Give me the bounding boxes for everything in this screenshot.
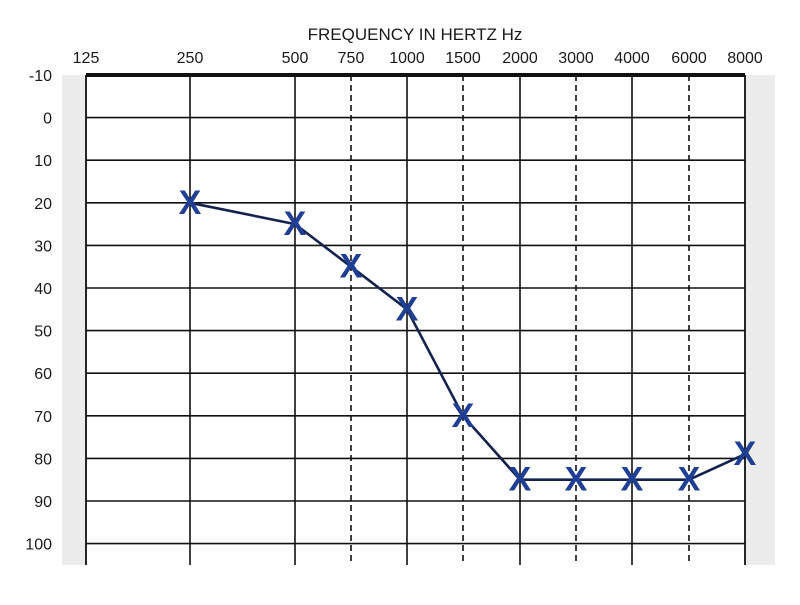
data-point-x-marker: X: [452, 397, 475, 435]
series-line: [189, 201, 746, 482]
y-tick-50: 50: [34, 324, 52, 341]
x-tick-1500: 1500: [445, 50, 481, 67]
y-tick-20: 20: [34, 196, 52, 213]
data-point-x-marker: X: [284, 205, 307, 243]
y-tick-30: 30: [34, 238, 52, 255]
data-point-x-marker: X: [734, 435, 757, 473]
x-tick-8000: 8000: [727, 50, 763, 67]
y-tick-10: 10: [34, 153, 52, 170]
x-tick-250: 250: [177, 50, 204, 67]
y-tick-labels: -10 0 10 20 30 40 50 60 70 80 90 100: [25, 68, 52, 554]
x-tick-1000: 1000: [389, 50, 425, 67]
grid-lines: [85, 73, 746, 565]
right-band: [745, 75, 775, 565]
y-tick-100: 100: [25, 537, 52, 554]
side-bands: [62, 75, 775, 565]
y-tick-0: 0: [43, 111, 52, 128]
data-point-x-marker: X: [678, 461, 701, 499]
x-tick-125: 125: [73, 50, 100, 67]
data-point-x-marker: X: [340, 248, 363, 286]
y-tick-70: 70: [34, 409, 52, 426]
x-tick-2000: 2000: [502, 50, 538, 67]
x-tick-6000: 6000: [671, 50, 707, 67]
x-tick-500: 500: [282, 50, 309, 67]
y-tick-80: 80: [34, 451, 52, 468]
x-tick-4000: 4000: [614, 50, 650, 67]
left-band: [62, 75, 86, 565]
x-tick-750: 750: [338, 50, 365, 67]
data-point-x-marker: X: [621, 461, 644, 499]
y-tick-60: 60: [34, 366, 52, 383]
y-tick-40: 40: [34, 281, 52, 298]
data-point-x-marker: X: [509, 461, 532, 499]
data-point-x-marker: X: [179, 184, 202, 222]
x-axis-label: FREQUENCY IN HERTZ Hz: [308, 25, 523, 44]
y-tick--10: -10: [29, 68, 52, 85]
x-tick-labels: 125 250 500 750 1000 1500 2000 3000 4000 6000 8000: [73, 50, 763, 67]
data-point-x-marker: X: [396, 290, 419, 328]
data-point-x-marker: X: [565, 461, 588, 499]
x-tick-3000: 3000: [558, 50, 594, 67]
y-tick-90: 90: [34, 494, 52, 511]
